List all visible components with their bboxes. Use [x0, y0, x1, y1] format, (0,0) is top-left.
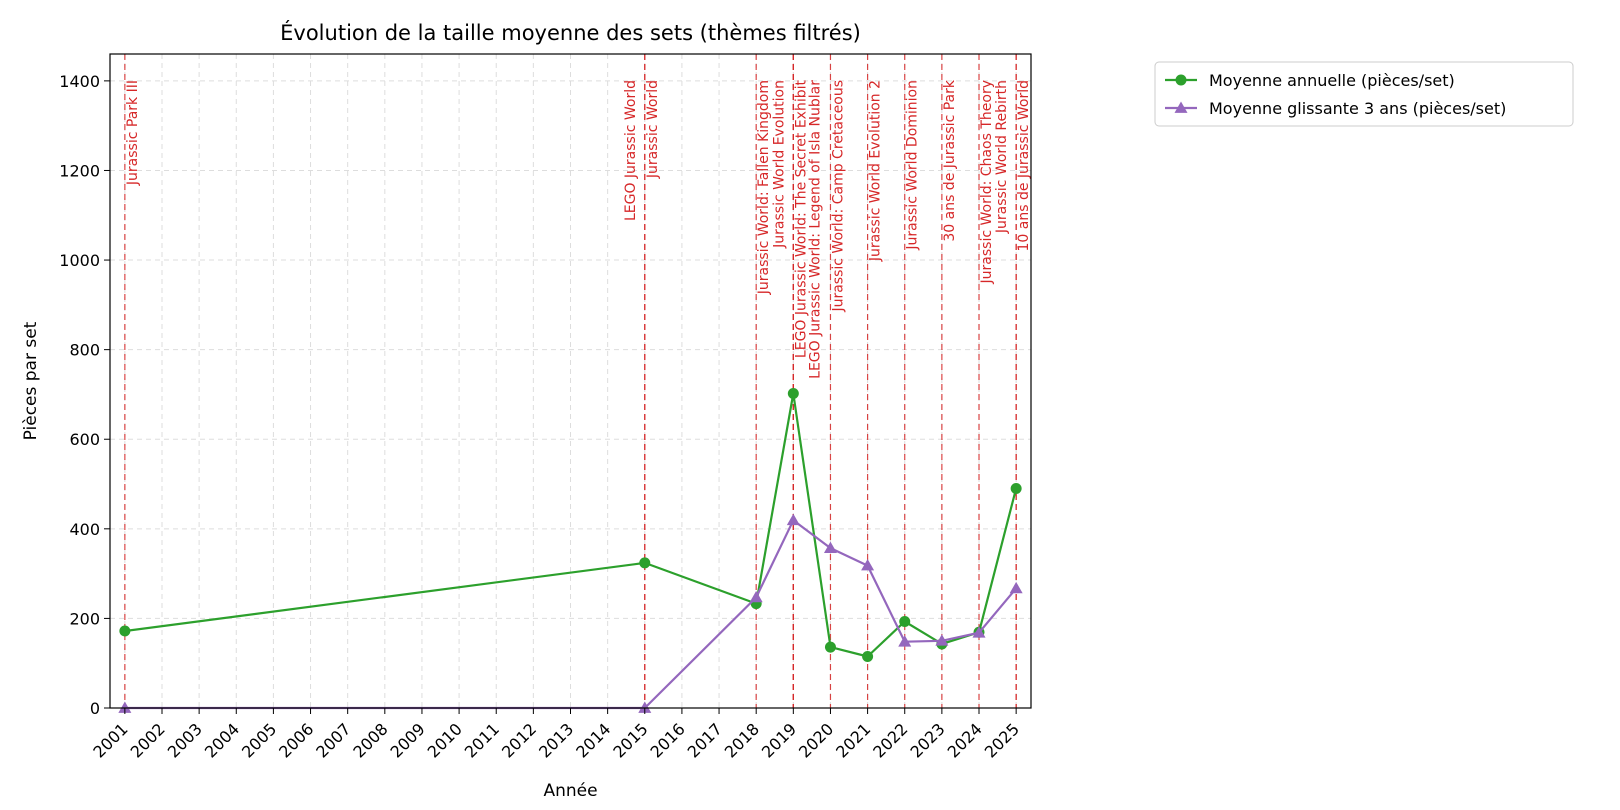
- event-markers: Jurassic Park III LEGO Jurassic World Jura…: [124, 54, 1032, 708]
- event-label: LEGO Jurassic World: Legend of Isla Nubl…: [807, 80, 823, 379]
- x-tick-label: 2024: [944, 719, 986, 761]
- data-point: [749, 590, 763, 603]
- event-label: Jurassic World: Chaos Theory: [979, 80, 995, 284]
- event-label: Jurassic Park III: [125, 80, 141, 186]
- x-tick-label: 2015: [609, 719, 651, 761]
- data-point: [898, 635, 912, 647]
- x-tick-label: 2017: [684, 719, 726, 761]
- chart-title: Évolution de la taille moyenne des sets …: [280, 20, 861, 45]
- data-point: [824, 641, 836, 653]
- event-label: Jurassic World: Camp Cretaceous: [830, 80, 846, 313]
- event-label: 10 ans de Jurassic World: [1016, 80, 1032, 252]
- data-point: [862, 650, 874, 662]
- x-tick-label: 2003: [164, 719, 206, 761]
- y-tick-label: 800: [69, 341, 100, 360]
- y-tick-label: 400: [69, 520, 100, 539]
- data-point: [861, 559, 875, 571]
- legend-entry: Moyenne glissante 3 ans (pièces/set): [1209, 99, 1506, 118]
- x-tick-label: 2013: [535, 719, 577, 761]
- grid: [110, 54, 1031, 709]
- x-tick-label: 2018: [721, 719, 763, 761]
- data-point: [119, 625, 131, 637]
- x-tick-label: 2008: [349, 719, 391, 761]
- series-layer: [118, 388, 1023, 713]
- y-tick-label: 1200: [59, 161, 100, 180]
- event-label: Jurassic World Evolution 2: [868, 80, 884, 262]
- x-tick-label: 2006: [275, 719, 317, 761]
- event-label: Jurassic World: [645, 80, 661, 179]
- x-tick-label: 2025: [981, 719, 1023, 761]
- legend: Moyenne annuelle (pièces/set) Moyenne gli…: [1154, 61, 1574, 127]
- x-tick-label: 2019: [758, 719, 800, 761]
- data-point: [118, 701, 132, 713]
- x-tick-label: 2002: [127, 719, 169, 761]
- x-tick-label: 2016: [647, 719, 689, 761]
- legend-marker: [1174, 101, 1188, 113]
- event-label: 30 ans de Jurassic Park: [942, 79, 958, 242]
- x-axis-label: Année: [543, 781, 597, 801]
- series-line-2: [124, 519, 1017, 710]
- x-tick-label: 2022: [869, 719, 911, 761]
- data-point: [823, 541, 837, 553]
- event-label: LEGO Jurassic World: The Secret Exhibit: [793, 79, 809, 358]
- data-point: [1010, 483, 1022, 495]
- data-point: [787, 388, 799, 400]
- legend-box: [1154, 61, 1574, 127]
- event-label: Jurassic World: Fallen Kingdom: [756, 80, 772, 295]
- event-label: Jurassic World Evolution: [771, 80, 787, 249]
- data-point: [639, 557, 651, 569]
- x-tick-label: 2014: [572, 719, 614, 761]
- event-label: Jurassic World Rebirth: [994, 80, 1010, 234]
- x-tick-label: 2020: [795, 719, 837, 761]
- x-tick-label: 2021: [832, 719, 874, 761]
- y-tick-label: 1000: [59, 251, 100, 270]
- event-label: Jurassic World Dominion: [905, 80, 921, 251]
- x-tick-label: 2009: [387, 719, 429, 761]
- data-point: [972, 626, 986, 638]
- y-tick-label: 0: [90, 699, 100, 718]
- data-point: [899, 616, 911, 628]
- series-line-1: [124, 392, 1018, 658]
- x-tick-label: 2004: [201, 719, 243, 761]
- data-point: [1009, 581, 1023, 594]
- x-tick-label: 2011: [461, 719, 503, 761]
- event-label: LEGO Jurassic World: [623, 80, 639, 221]
- data-point: [786, 513, 800, 526]
- legend-entry: Moyenne annuelle (pièces/set): [1209, 71, 1455, 90]
- data-point: [638, 701, 652, 713]
- x-tick-label: 2005: [238, 719, 280, 761]
- y-tick-label: 1400: [59, 72, 100, 91]
- data-point: [935, 634, 949, 646]
- x-tick-label: 2023: [906, 719, 948, 761]
- x-tick-label: 2001: [89, 719, 131, 761]
- x-tick-label: 2010: [424, 719, 466, 761]
- y-tick-label: 200: [69, 609, 100, 628]
- legend-marker: [1175, 74, 1187, 86]
- y-tick-label: 600: [69, 430, 100, 449]
- x-tick-label: 2012: [498, 719, 540, 761]
- x-tick-label: 2007: [312, 719, 354, 761]
- y-axis-label: Pièces par set: [21, 321, 41, 440]
